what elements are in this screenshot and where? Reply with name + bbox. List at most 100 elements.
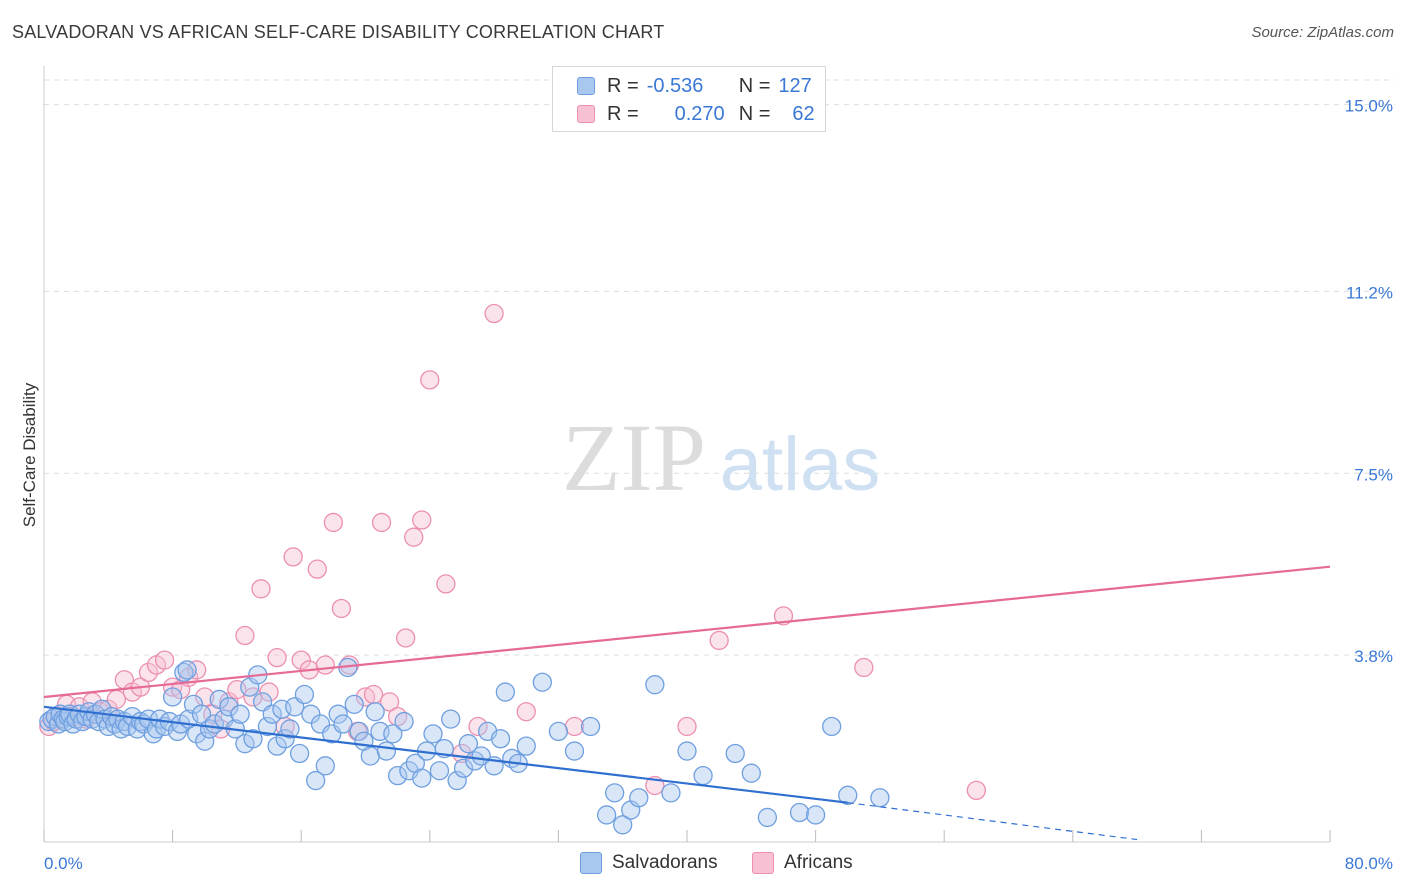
point-salvadorans [306, 770, 326, 791]
point-salvadorans [870, 788, 890, 808]
legend-row-africans: R = 0.270 N = 62 [577, 101, 815, 127]
point-salvadorans [376, 741, 397, 761]
point-salvadorans [262, 704, 282, 724]
legend-stats: R = -0.536 N = 127 R = 0.270 N = 62 [552, 66, 826, 132]
point-africans [315, 655, 335, 675]
point-salvadorans [805, 805, 826, 825]
point-africans [235, 625, 255, 646]
point-salvadorans [629, 788, 649, 808]
point-salvadorans [548, 721, 569, 742]
y-tick-label: 15.0% [1345, 97, 1393, 116]
y-tick-label: 11.2% [1346, 283, 1393, 302]
point-salvadorans [490, 729, 511, 749]
point-africans [396, 628, 416, 648]
point-salvadorans [383, 724, 403, 744]
grid-lines [44, 79, 1395, 656]
axes [43, 66, 1331, 843]
point-salvadorans [344, 694, 364, 714]
point-africans [283, 547, 303, 567]
point-salvadorans [174, 662, 194, 683]
point-africans [966, 780, 986, 801]
series-africans [39, 303, 986, 801]
point-africans [379, 692, 400, 712]
point-salvadorans [693, 765, 713, 786]
y-axis-label: Self-Care Disability [20, 382, 39, 528]
point-africans [259, 682, 279, 702]
x-tick-label-max: 80.0% [1345, 854, 1393, 873]
point-salvadorans [195, 731, 215, 751]
point-salvadorans [757, 807, 778, 828]
point-salvadorans [328, 704, 348, 724]
legend-row-salvadorans: R = -0.536 N = 127 [577, 73, 812, 99]
point-africans [412, 510, 432, 530]
point-africans [516, 702, 536, 722]
legend-n-value: 62 [792, 102, 815, 125]
watermark-atlas: atlas [720, 422, 881, 507]
point-salvadorans [677, 741, 697, 761]
point-salvadorans [613, 815, 633, 835]
point-africans [468, 716, 488, 737]
point-salvadorans [429, 761, 450, 781]
point-africans [291, 650, 311, 670]
legend-series: Salvadorans Africans [0, 850, 1406, 878]
point-salvadorans [423, 724, 443, 744]
point-salvadorans [243, 729, 263, 749]
point-salvadorans [289, 743, 310, 764]
point-salvadorans [605, 783, 625, 803]
legend-label-africans: Africans [784, 852, 853, 873]
legend-r-value: 0.270 [674, 102, 725, 125]
point-africans [323, 512, 344, 533]
y-tick-label: 3.8% [1354, 647, 1393, 666]
point-salvadorans [387, 765, 408, 786]
point-salvadorans [495, 682, 516, 702]
point-salvadorans [349, 721, 369, 742]
point-salvadorans [822, 716, 842, 737]
point-salvadorans [191, 704, 212, 724]
point-africans [371, 512, 392, 533]
point-africans [420, 370, 440, 390]
legend-r-label: R = [607, 102, 639, 125]
point-salvadorans [412, 768, 432, 788]
point-africans [331, 598, 352, 619]
point-salvadorans [447, 770, 467, 791]
trend-line-africans [43, 565, 1331, 699]
point-salvadorans [789, 802, 810, 823]
legend-swatch-blue [580, 852, 602, 874]
point-salvadorans [394, 711, 414, 732]
point-salvadorans [301, 704, 321, 724]
point-salvadorans [441, 709, 461, 729]
point-salvadorans [257, 716, 278, 737]
point-africans [154, 650, 175, 670]
point-africans [307, 559, 327, 579]
point-africans [436, 574, 456, 594]
point-salvadorans [516, 736, 536, 756]
point-africans [251, 579, 271, 599]
legend-swatch-blue [577, 77, 595, 95]
point-salvadorans [280, 719, 300, 739]
point-africans [267, 647, 287, 668]
point-salvadorans [177, 660, 197, 680]
trend-lines [43, 565, 1331, 841]
point-africans [773, 606, 794, 626]
point-africans [709, 630, 729, 651]
legend-r-label: R = [607, 74, 639, 97]
legend-n-label: N = [738, 74, 771, 97]
legend-label-salvadorans: Salvadorans [612, 852, 718, 873]
legend-n-value: 127 [778, 74, 812, 97]
point-salvadorans [315, 756, 335, 776]
point-salvadorans [162, 687, 183, 707]
legend-item-africans: Africans [752, 852, 853, 874]
x-tick-label-min: 0.0% [44, 854, 83, 873]
point-africans [484, 303, 504, 324]
point-salvadorans [365, 702, 385, 722]
point-salvadorans [564, 741, 585, 761]
source-label: Source: ZipAtlas.com [1251, 24, 1394, 41]
watermark-zip: ZIP [562, 404, 706, 511]
trend-line-salvadorans-extension [847, 802, 1138, 841]
point-salvadorans [596, 805, 617, 825]
watermark: ZIP atlas [562, 404, 880, 511]
point-salvadorans [294, 684, 315, 705]
legend-r-value: -0.536 [646, 74, 704, 97]
legend-swatch-pink [752, 852, 774, 874]
